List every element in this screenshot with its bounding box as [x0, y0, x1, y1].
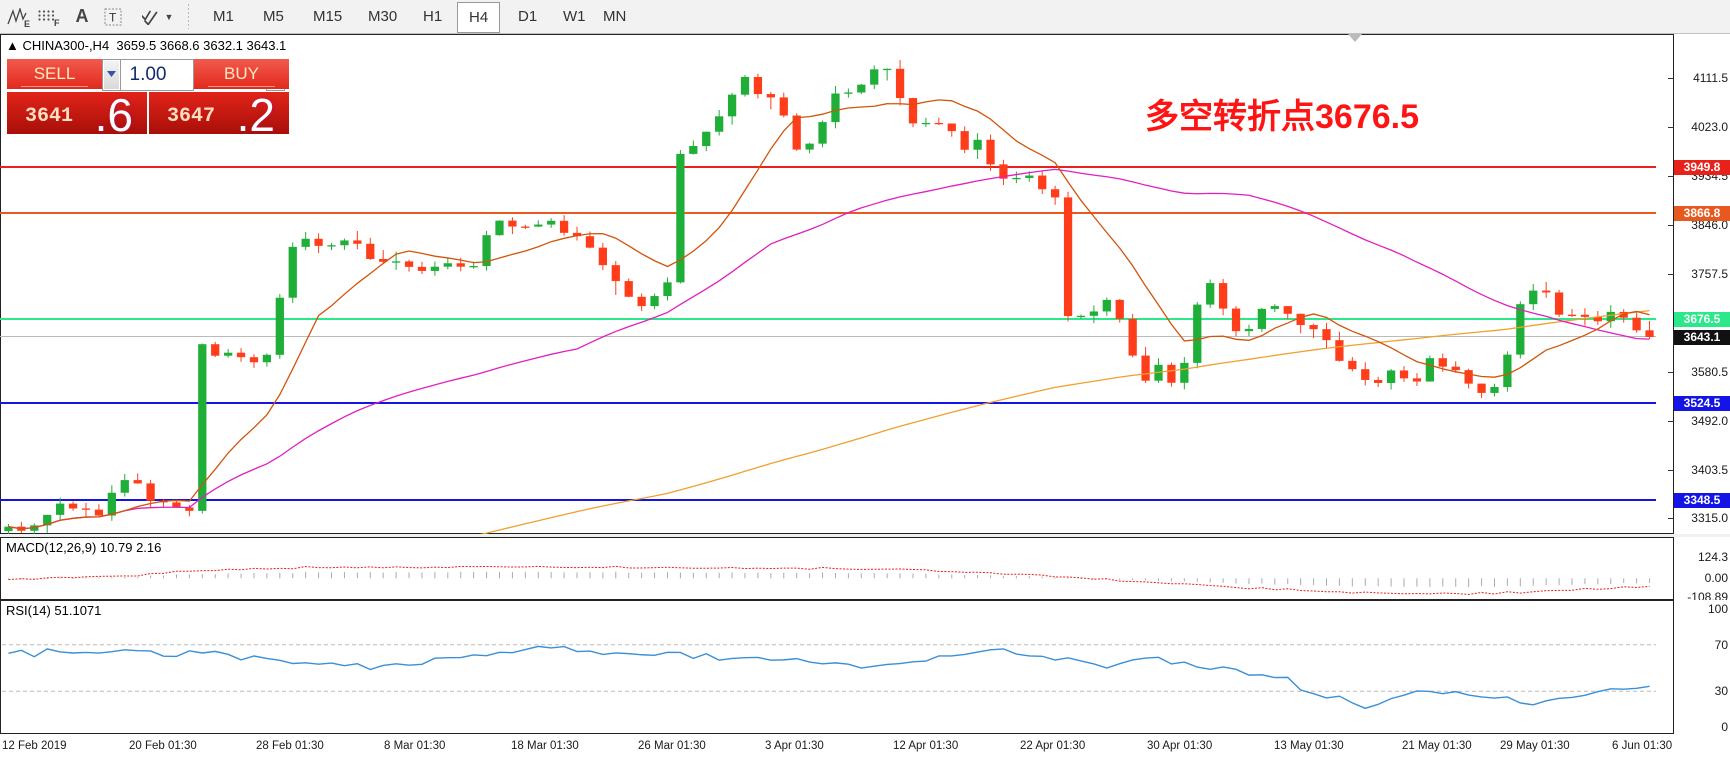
svg-text:T: T [109, 10, 117, 24]
